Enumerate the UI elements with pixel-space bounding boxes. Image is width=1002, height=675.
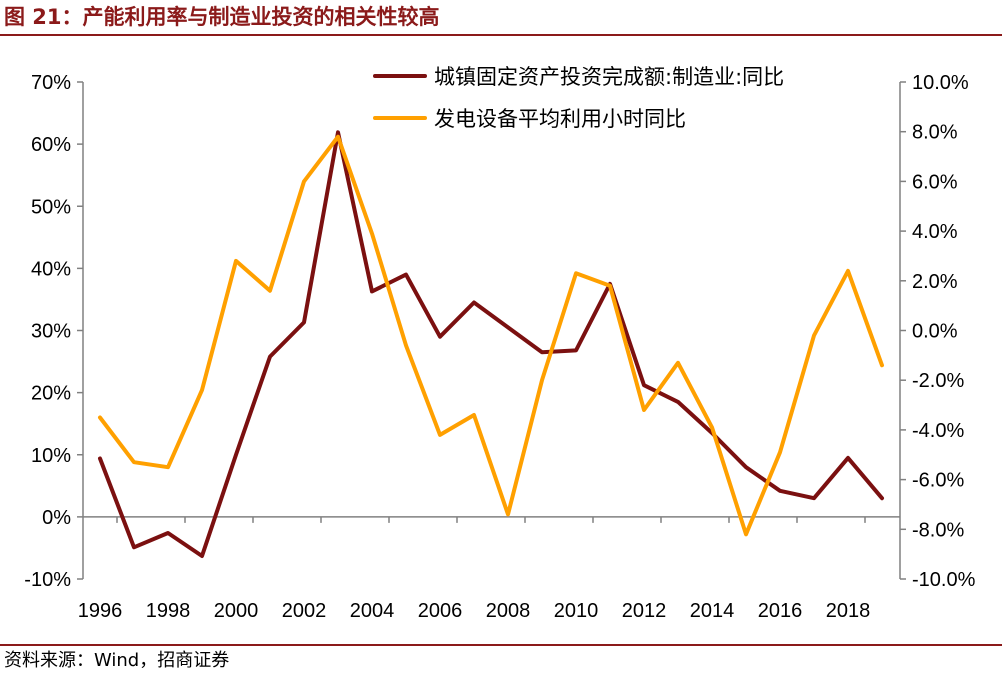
x-tick-label: 2006 (418, 600, 463, 622)
left-y-tick-label: 0% (42, 507, 71, 529)
legend-label: 城镇固定资产投资完成额:制造业:同比 (434, 65, 784, 89)
right-y-tick-label: 4.0% (912, 221, 958, 243)
series-line-manufacturing-fai (98, 130, 884, 558)
left-y-tick-label: 10% (31, 445, 71, 467)
x-tick-label: 2008 (486, 600, 531, 622)
right-y-tick-label: -4.0% (912, 420, 964, 442)
right-y-tick-label: 6.0% (912, 171, 958, 193)
x-tick-label: 2018 (826, 600, 871, 622)
right-y-tick-label: -6.0% (912, 470, 964, 492)
left-y-tick-label: 20% (31, 383, 71, 405)
x-tick-label: 2000 (214, 600, 259, 622)
right-y-tick-label: -2.0% (912, 370, 964, 392)
left-y-tick-label: 70% (31, 72, 71, 94)
left-y-tick-label: 30% (31, 321, 71, 343)
source-divider (0, 644, 1002, 646)
chart-series (98, 130, 884, 558)
x-tick-label: 2016 (758, 600, 803, 622)
figure-title: 图 21：产能利用率与制造业投资的相关性较高 (4, 5, 440, 29)
source-note: 资料来源：Wind，招商证券 (4, 650, 230, 671)
x-tick-label: 2014 (690, 600, 735, 622)
left-y-tick-label: -10% (24, 569, 71, 591)
left-y-tick-label: 60% (31, 134, 71, 156)
right-y-tick-label: 0.0% (912, 321, 958, 343)
right-y-tick-label: -10.0% (912, 569, 976, 591)
x-tick-label: 2002 (282, 600, 327, 622)
x-tick-label: 1996 (78, 600, 123, 622)
series-line-power-hours (98, 134, 884, 537)
x-tick-label: 1998 (146, 600, 191, 622)
right-y-tick-label: 10.0% (912, 72, 969, 94)
chart-axes: -10% 0% 10% 20% 30% 40% 50% 60% 70% -10.0% -8.0% -6… (24, 72, 975, 622)
right-y-tick-label: -8.0% (912, 519, 964, 541)
x-tick-label: 2010 (554, 600, 599, 622)
legend-label: 发电设备平均利用小时同比 (434, 107, 686, 131)
x-tick-label: 2012 (622, 600, 667, 622)
x-tick-label: 2004 (350, 600, 395, 622)
left-y-tick-label: 40% (31, 258, 71, 280)
left-y-tick-label: 50% (31, 196, 71, 218)
right-y-tick-label: 8.0% (912, 122, 958, 144)
title-divider (0, 34, 1002, 36)
right-y-tick-label: 2.0% (912, 271, 958, 293)
